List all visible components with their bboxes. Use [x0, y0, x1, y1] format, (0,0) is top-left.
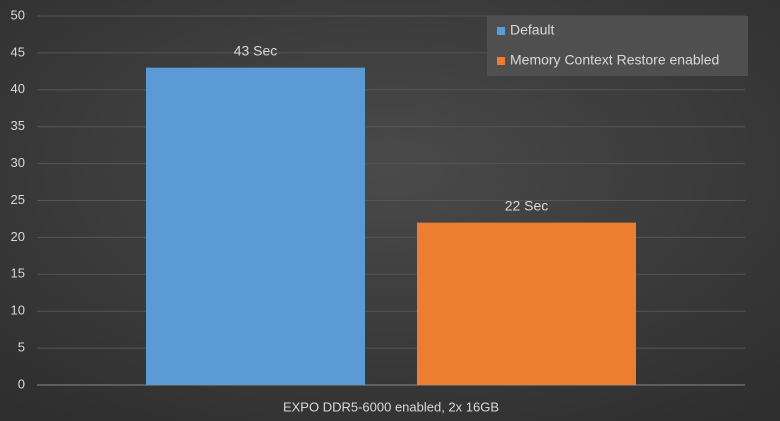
legend-swatch [497, 57, 505, 65]
y-tick-label: 25 [11, 192, 25, 207]
y-tick-label: 30 [11, 155, 25, 170]
y-tick-label: 5 [18, 340, 25, 355]
x-tick-label: EXPO DDR5-6000 enabled, 2x 16GB [283, 399, 499, 414]
y-tick-label: 40 [11, 81, 25, 96]
y-tick-label: 50 [11, 7, 25, 22]
value-label: 22 Sec [505, 197, 549, 213]
y-tick-label: 0 [18, 376, 25, 391]
y-tick-label: 45 [11, 44, 25, 59]
y-tick-label: 35 [11, 118, 25, 133]
bar [146, 67, 365, 385]
legend-swatch [497, 27, 505, 35]
legend-label: Memory Context Restore enabled [510, 52, 719, 68]
y-tick-label: 20 [11, 229, 25, 244]
y-tick-label: 15 [11, 266, 25, 281]
legend-box [487, 16, 748, 76]
bar [417, 222, 636, 385]
value-label: 43 Sec [234, 42, 278, 58]
legend-label: Default [510, 22, 554, 38]
y-tick-label: 10 [11, 303, 25, 318]
